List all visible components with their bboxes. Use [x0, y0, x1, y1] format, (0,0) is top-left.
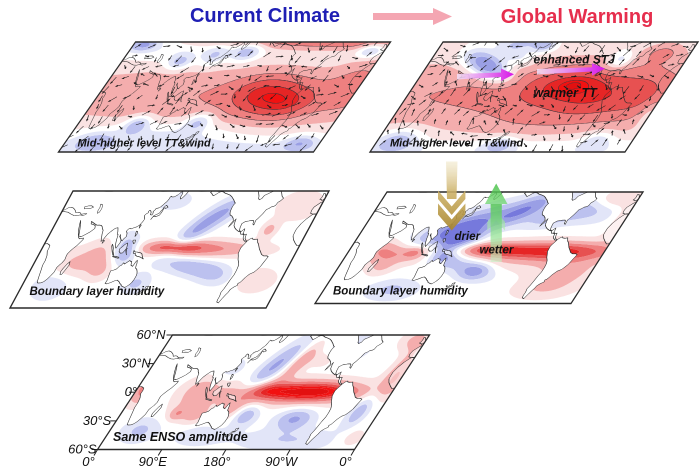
svg-text:60°N: 60°N	[136, 327, 166, 342]
svg-text:drier: drier	[455, 231, 481, 243]
svg-text:warmer TT: warmer TT	[534, 86, 599, 100]
svg-text:Global Warming: Global Warming	[501, 6, 654, 28]
svg-text:180°: 180°	[204, 454, 231, 469]
svg-text:Current Climate: Current Climate	[190, 5, 340, 27]
svg-text:30°N: 30°N	[122, 356, 152, 371]
svg-text:60°S: 60°S	[68, 442, 97, 457]
svg-text:0°: 0°	[339, 454, 351, 469]
svg-text:90°W: 90°W	[265, 454, 299, 469]
svg-text:enhanced STJ: enhanced STJ	[534, 53, 616, 67]
svg-text:0°: 0°	[125, 384, 137, 399]
svg-text:wetter: wetter	[480, 245, 514, 257]
svg-text:Same ENSO amplitude: Same ENSO amplitude	[113, 430, 248, 444]
svg-text:Mid-higher level TT&wind: Mid-higher level TT&wind	[78, 138, 212, 150]
svg-text:Mid-higher level TT&wind: Mid-higher level TT&wind	[390, 138, 524, 150]
svg-text:90°E: 90°E	[139, 454, 168, 469]
svg-text:Boundary layer humidity: Boundary layer humidity	[333, 286, 468, 298]
svg-text:30°S: 30°S	[83, 413, 112, 428]
svg-text:0°: 0°	[82, 454, 94, 469]
svg-text:Boundary layer humidity: Boundary layer humidity	[30, 286, 165, 298]
